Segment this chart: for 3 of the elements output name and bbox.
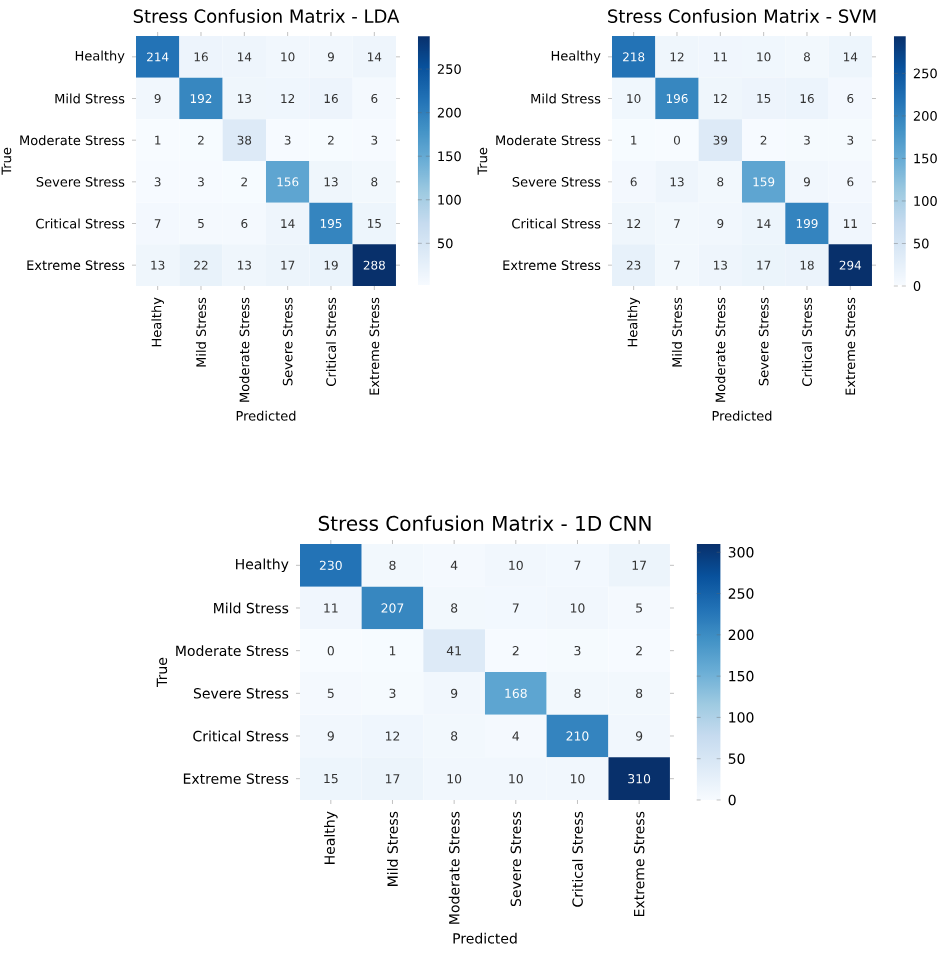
chart-title: Stress Confusion Matrix - LDA (133, 9, 400, 23)
chart-title: Stress Confusion Matrix - 1D CNN (318, 515, 651, 531)
chart-title: Stress Confusion Matrix - SVM (608, 9, 876, 23)
